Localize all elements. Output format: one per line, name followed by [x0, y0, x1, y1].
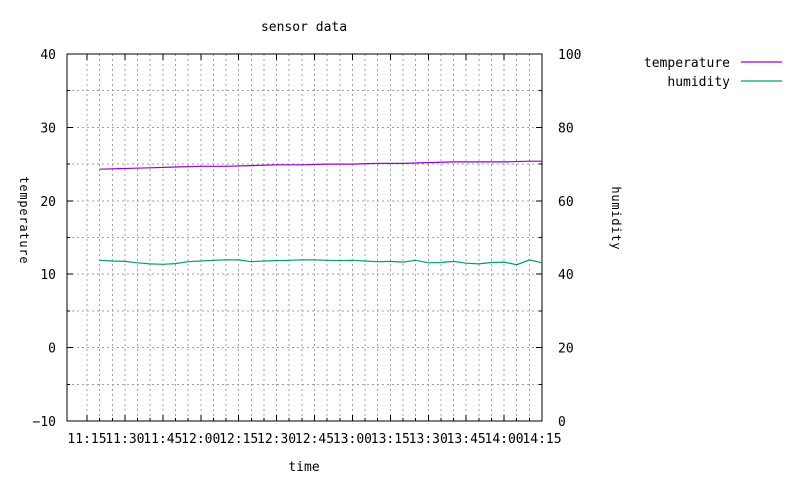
x-tick-label: 14:15 [522, 432, 561, 447]
legend-label-temperature: temperature [644, 56, 730, 71]
right-axis-label-char: u [609, 194, 623, 201]
right-axis-label-char: m [609, 202, 623, 209]
series-line-temperature [99, 160, 542, 170]
left-axis-label-char: t [17, 232, 31, 239]
right-tick-label: 40 [558, 268, 574, 283]
left-tick-label: 30 [40, 121, 56, 136]
left-tick-label: 0 [48, 342, 56, 357]
left-axis-label-char: a [17, 224, 31, 231]
left-tick-label: 40 [40, 48, 56, 63]
chart-title: sensor data [261, 20, 347, 35]
left-tick-label: 10 [40, 268, 56, 283]
legend-label-humidity: humidity [667, 75, 730, 90]
left-tick-label: 20 [40, 195, 56, 210]
right-axis-label-char: i [609, 210, 623, 217]
left-axis-label-char: e [17, 256, 31, 263]
x-tick-label: 12:15 [219, 432, 258, 447]
x-tick-label: 13:45 [447, 432, 486, 447]
left-axis-label-char: e [17, 184, 31, 191]
series-lines [99, 160, 543, 266]
right-tick-label: 60 [558, 195, 574, 210]
x-tick-label: 11:15 [67, 432, 106, 447]
x-tick-label: 13:15 [371, 432, 410, 447]
right-tick-label: 100 [558, 48, 581, 63]
left-axis-label-char: u [17, 240, 31, 247]
right-axis-label-char: h [609, 186, 623, 193]
x-tick-label: 12:00 [181, 432, 220, 447]
x-axis-label: time [288, 460, 319, 475]
left-axis-label-char: m [17, 192, 31, 199]
left-axis-label-char: r [17, 216, 31, 223]
grid-lines [67, 54, 542, 421]
right-axis-label-char: y [609, 242, 623, 249]
x-tick-label: 11:45 [143, 432, 182, 447]
legend: temperature humidity [644, 56, 782, 90]
left-axis-label-char: t [17, 176, 31, 183]
left-tick-label: −10 [33, 415, 56, 430]
left-axis-label-char: e [17, 208, 31, 215]
left-axis-label-char: r [17, 248, 31, 255]
x-tick-label: 14:00 [485, 432, 524, 447]
right-axis-label-char: d [609, 218, 623, 225]
right-axis-label-char: t [609, 234, 623, 241]
right-tick-label: 0 [558, 415, 566, 430]
x-tick-label: 12:30 [257, 432, 296, 447]
right-tick-label: 20 [558, 342, 574, 357]
right-axis-label: humidity [609, 186, 623, 249]
axis-ticks: 11:1511:3011:4512:0012:1512:3012:4513:00… [33, 48, 582, 447]
x-tick-label: 13:00 [333, 432, 372, 447]
left-axis-label: temperature [17, 176, 31, 263]
left-axis-label-char: p [17, 200, 31, 207]
right-axis-label-char: i [609, 226, 623, 233]
right-tick-label: 80 [558, 121, 574, 136]
x-tick-label: 12:45 [295, 432, 334, 447]
x-tick-label: 11:30 [105, 432, 144, 447]
x-tick-label: 13:30 [409, 432, 448, 447]
series-line-humidity [99, 259, 543, 266]
